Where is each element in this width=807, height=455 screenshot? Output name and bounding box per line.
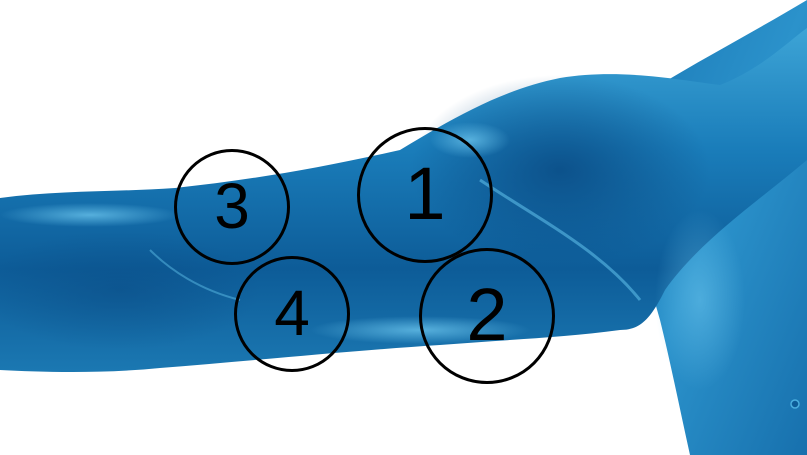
marker-2-label: 2	[466, 273, 508, 356]
nipple	[790, 399, 800, 409]
marker-1[interactable]: 1	[357, 127, 493, 263]
marker-1-label: 1	[404, 152, 446, 235]
forearm-highlight	[0, 203, 180, 227]
marker-2[interactable]: 2	[419, 248, 555, 384]
arm-crease	[479, 178, 642, 301]
elbow-crease	[149, 249, 241, 301]
marker-3[interactable]: 3	[174, 149, 290, 265]
marker-4[interactable]: 4	[234, 256, 350, 372]
marker-4-label: 4	[274, 277, 310, 349]
forearm-shading	[0, 230, 260, 350]
chest-highlight	[655, 210, 745, 390]
marker-3-label: 3	[214, 170, 250, 242]
